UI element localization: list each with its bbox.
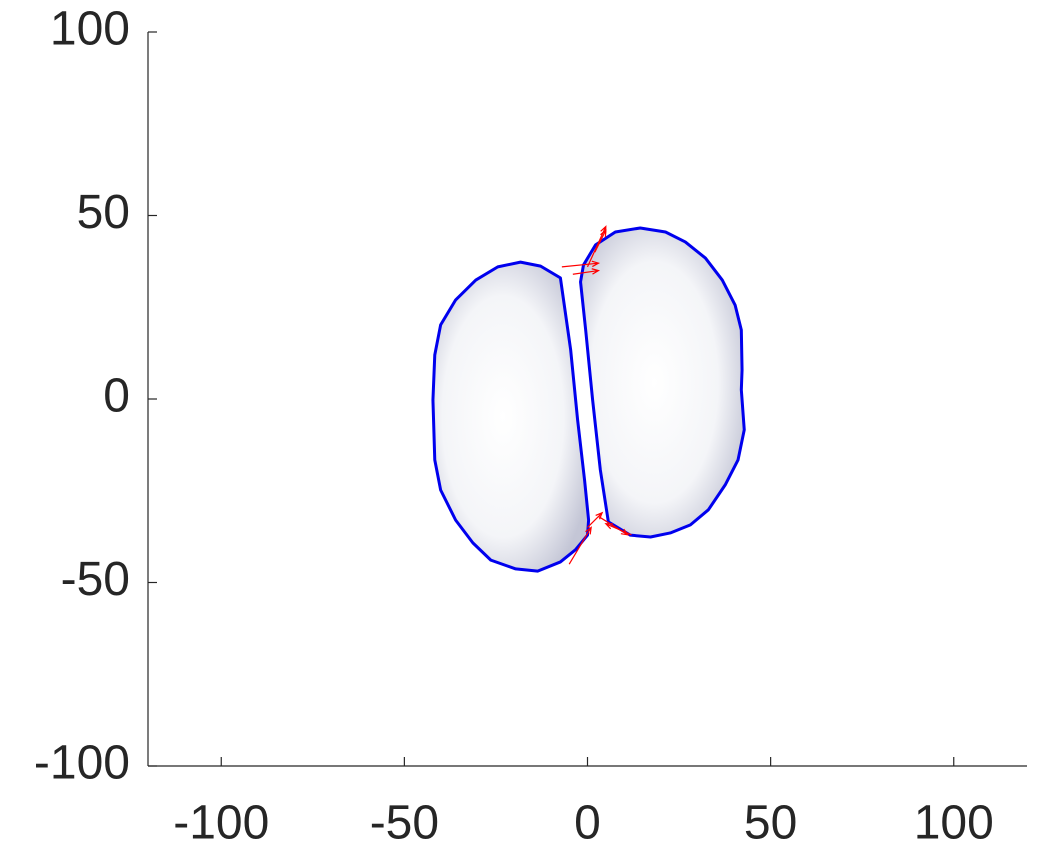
force-arrow xyxy=(572,268,601,275)
x-tick-label: 50 xyxy=(744,797,797,850)
y-tick-label: 100 xyxy=(50,3,130,56)
x-tick-label: 100 xyxy=(914,797,994,850)
x-tick-label: -50 xyxy=(370,797,439,850)
force-arrow xyxy=(561,260,601,268)
cell-outline xyxy=(431,260,591,573)
y-tick-label: 0 xyxy=(103,370,130,423)
force-arrow xyxy=(598,515,630,536)
y-tick-label: -100 xyxy=(34,737,130,790)
cell-outline xyxy=(579,226,746,539)
y-tick-label: 50 xyxy=(77,186,130,239)
y-tick-label: -50 xyxy=(61,553,130,606)
x-tick-label: 0 xyxy=(574,797,601,850)
force-arrow xyxy=(594,228,607,253)
force-arrow xyxy=(568,526,592,565)
x-tick-label: -100 xyxy=(173,797,269,850)
